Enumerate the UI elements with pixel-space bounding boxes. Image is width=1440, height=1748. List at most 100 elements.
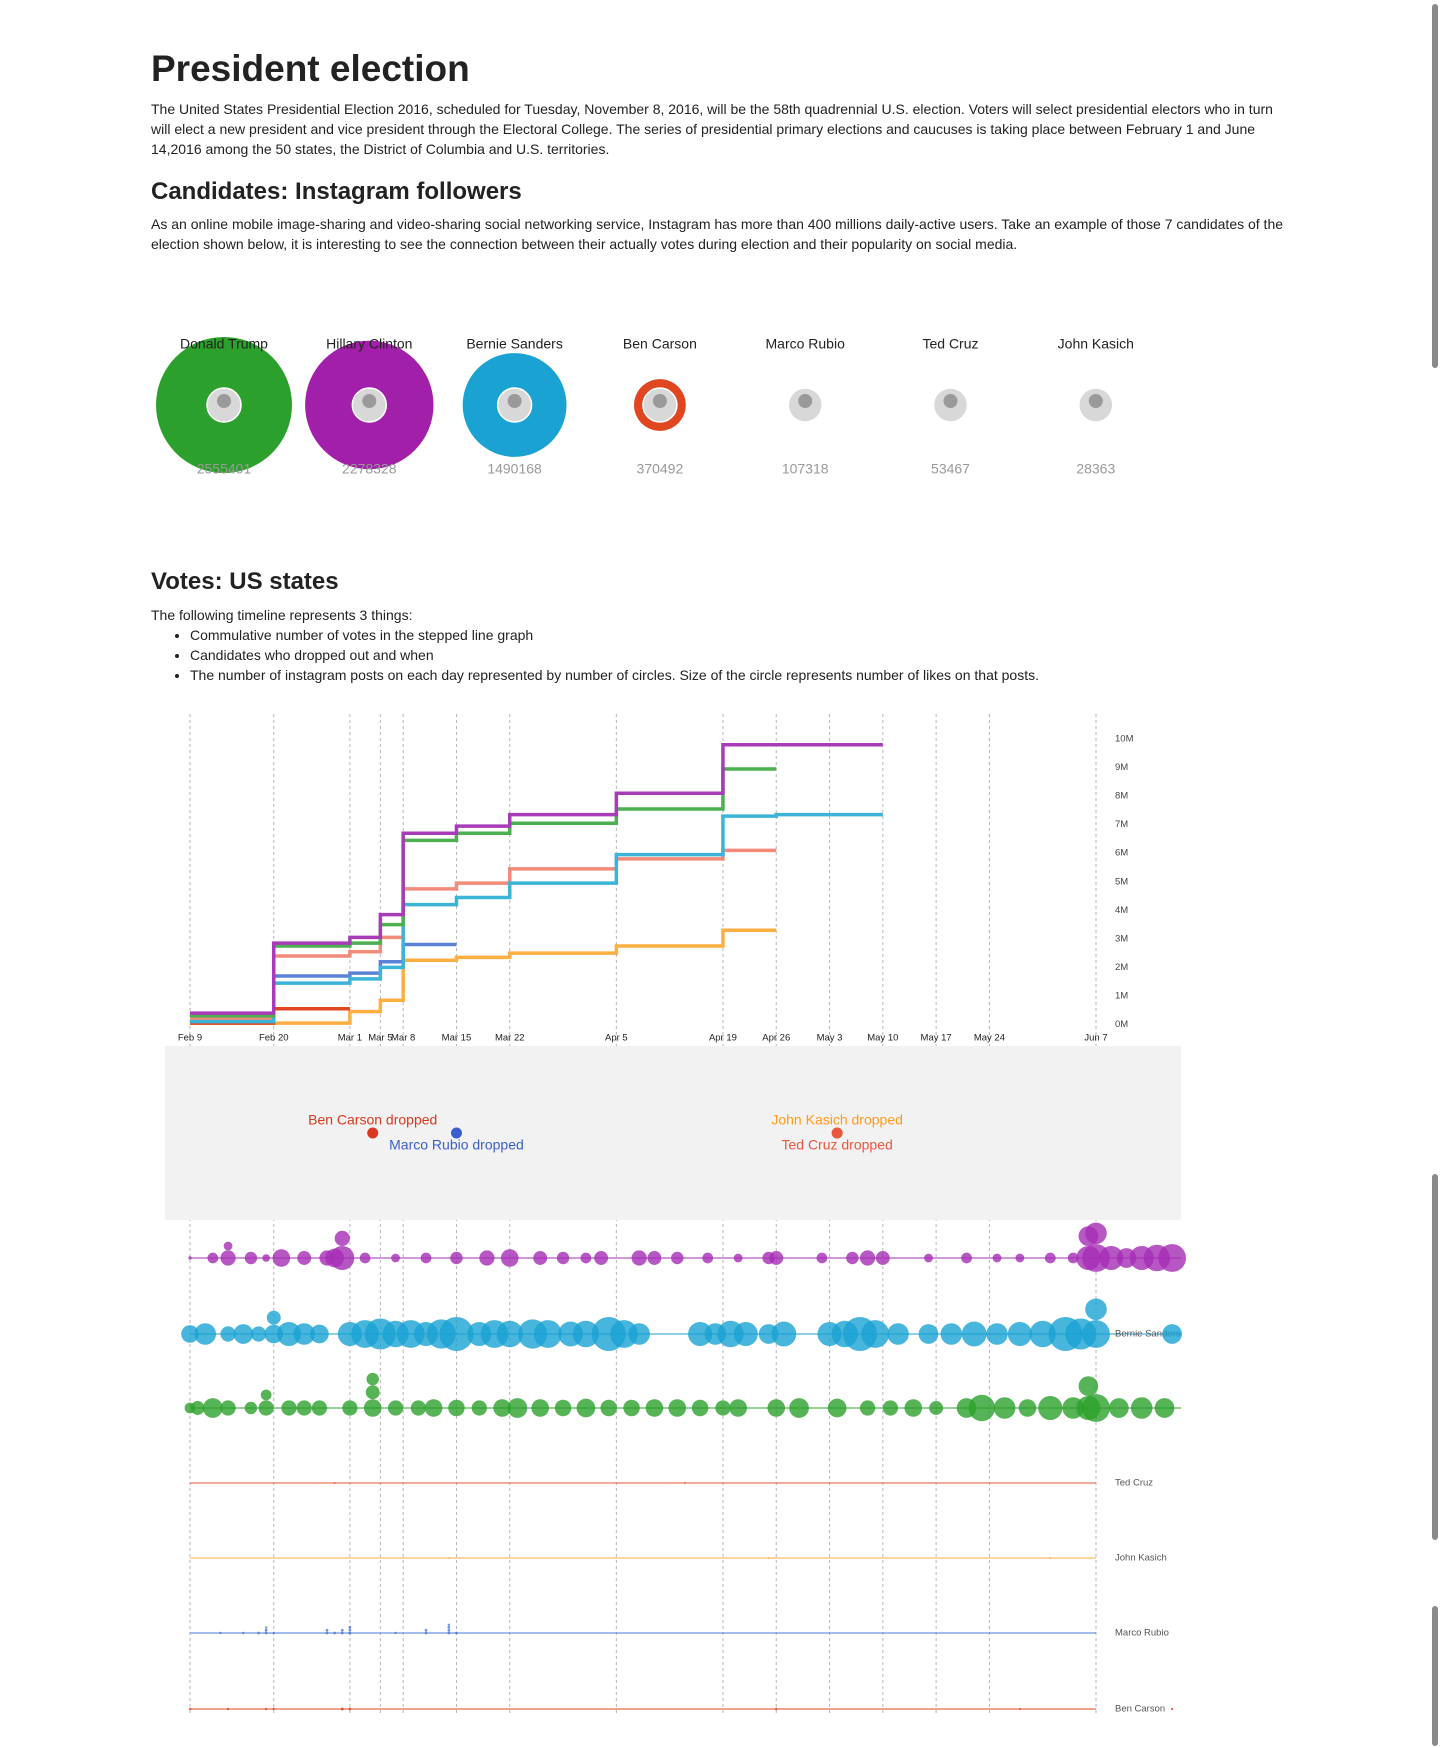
post-circle [258,1400,274,1416]
post-circle [1130,1397,1153,1419]
post-circle [387,1400,404,1416]
post-circle [929,1401,944,1415]
post-circle [859,1400,876,1416]
x-tick-label: Jun 7 [1084,1033,1107,1044]
x-tick-label: May 17 [921,1033,952,1044]
post-circle [493,1399,511,1417]
y-tick-label: 5M [1115,876,1128,887]
post-circle [471,1400,487,1416]
candidate-name: Ted Cruz [922,336,978,352]
post-circle [424,1628,428,1632]
post-circle [500,1249,519,1267]
post-circle [733,1253,743,1263]
candidate-name: Hillary Clinton [326,336,412,352]
post-circle [190,1401,205,1415]
post-circle [447,1631,451,1635]
y-tick-label: 6M [1115,848,1128,859]
post-circle [281,1400,297,1416]
post-circle [904,1399,923,1417]
post-circle [439,1316,474,1352]
x-tick-label: Mar 1 [338,1033,362,1044]
y-tick-label: 8M [1115,791,1128,802]
x-tick-label: Mar 8 [391,1033,415,1044]
post-circle [827,1398,847,1418]
row-label: Ben Carson [1115,1704,1165,1715]
step-line [190,742,883,1015]
row-label: Marco Rubio [1115,1628,1169,1639]
post-circle [1158,1244,1187,1272]
post-circle [789,1398,809,1418]
post-circle [410,1400,427,1416]
candidate-name: Ben Carson [623,336,697,352]
post-circle [272,1631,275,1635]
event-label: Ben Carson dropped [308,1112,437,1128]
profile-photo-inner [652,394,667,408]
event-panel [165,1046,1181,1220]
post-circle [262,1254,270,1262]
scrollbar[interactable] [1432,4,1438,368]
row-label: Bernie Sanders [1115,1329,1181,1340]
x-tick-label: Mar 22 [495,1033,525,1044]
post-circle [645,1399,664,1417]
post-circle [333,1631,337,1635]
post-circle [455,1631,458,1635]
post-circle [733,1321,758,1347]
post-circle [507,1398,528,1418]
event-label: Marco Rubio dropped [389,1137,524,1153]
step-line [190,848,777,1021]
post-circle [391,1253,400,1263]
post-circle [310,1324,329,1344]
post-circle [610,1320,638,1348]
post-circle [576,1398,596,1418]
section-text: As an online mobile image-sharing and vi… [151,216,1284,252]
candidate-name: Bernie Sanders [466,336,563,352]
post-circle [203,1398,223,1418]
x-tick-label: May 24 [974,1033,1005,1044]
post-circle [992,1253,1002,1263]
post-circle [1067,1252,1079,1264]
y-tick-label: 7M [1115,819,1128,830]
post-circle [1018,1707,1021,1711]
y-tick-label: 3M [1115,933,1128,944]
post-circle [961,1252,972,1264]
post-circle [333,1482,336,1484]
post-circle [264,1628,268,1632]
x-tick-label: Feb 20 [259,1033,289,1044]
post-circle [272,1707,275,1711]
profile-photo-inner [1088,394,1103,408]
post-circle [1082,1320,1110,1348]
event-label: Ted Cruz dropped [781,1137,892,1153]
post-circle [771,1321,797,1347]
post-circle [424,1399,443,1417]
post-circle [264,1631,268,1635]
post-circle [250,1326,267,1342]
post-circle [264,1707,268,1711]
post-circle [683,1482,686,1484]
post-circle [1029,1320,1056,1348]
post-circle [940,1323,963,1345]
profile-photo-inner [943,394,958,408]
post-circle [207,1252,219,1264]
post-circle [447,1628,451,1632]
post-circle [554,1399,572,1417]
post-circle [242,1631,245,1635]
post-circle [859,1250,876,1266]
post-circle [671,1251,684,1265]
post-circle [181,1325,199,1343]
post-circle [846,1251,859,1265]
legend-list: Commulative number of votes in the stepp… [151,625,1039,685]
post-circle [628,1323,650,1345]
post-circle [340,1631,344,1635]
post-circle [226,1707,230,1711]
follower-count: 370492 [637,461,684,477]
section-heading: Candidates: Instagram followers [151,178,522,205]
post-circle [1170,1707,1174,1711]
post-circle [1018,1399,1037,1417]
post-circle [348,1631,352,1635]
x-tick-label: Mar 5 [368,1033,392,1044]
follower-count: 1490168 [487,461,542,477]
scrollbar[interactable] [1432,1174,1438,1540]
post-circle [348,1625,352,1629]
scrollbar[interactable] [1432,1606,1438,1746]
post-circle [1099,1245,1124,1271]
